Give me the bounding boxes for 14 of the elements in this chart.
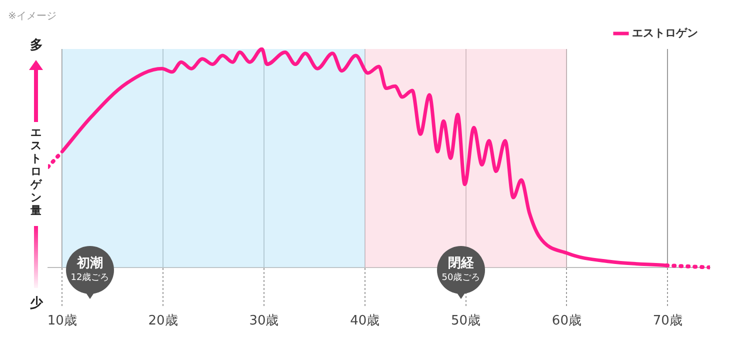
x-tick-label: 30歳 xyxy=(249,314,279,329)
x-tick-label: 50歳 xyxy=(451,314,481,329)
x-tick-label: 70歳 xyxy=(652,314,682,329)
text: 少 xyxy=(30,295,43,312)
x-tick-label: 60歳 xyxy=(552,314,582,329)
annotation: 初潮 12歳ごろ xyxy=(70,256,110,284)
x-tick-label: 20歳 xyxy=(148,314,178,329)
y-axis-title: エストロゲン量 xyxy=(29,126,43,217)
x-tick-label: 40歳 xyxy=(350,314,380,329)
legend-label: エストロゲン xyxy=(632,26,698,40)
text: ※イメージ xyxy=(8,10,56,23)
annotation: 閉経 50歳ごろ xyxy=(440,256,482,284)
text: 多 xyxy=(30,37,43,54)
x-tick-label: 10歳 xyxy=(47,314,77,329)
